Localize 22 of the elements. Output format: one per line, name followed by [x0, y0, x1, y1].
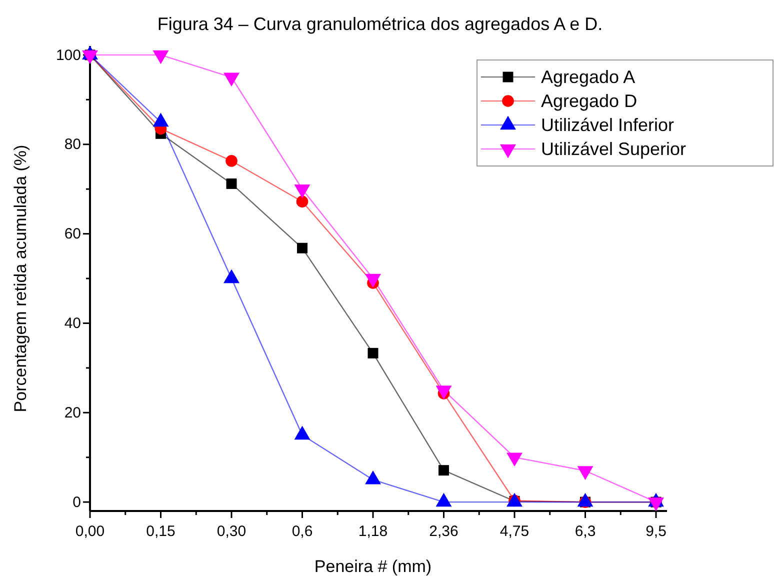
x-tick-label: 4,75	[500, 523, 530, 540]
x-tick-label: 0,30	[216, 523, 246, 540]
x-tick-label: 0,15	[146, 523, 176, 540]
y-tick-label: 20	[64, 404, 81, 422]
y-tick-label: 100	[56, 46, 81, 64]
x-tick-label: 0,00	[75, 523, 105, 540]
x-tick-label: 1,18	[358, 523, 388, 540]
x-tick-label: 0,6	[292, 523, 313, 540]
y-tick-label: 0	[72, 494, 81, 511]
x-tick-label: 2,36	[429, 523, 458, 540]
legend-label: Utilizável Superior	[541, 139, 686, 159]
y-axis-title: Porcentagem retida acumulada (%)	[11, 144, 30, 412]
legend-label: Agregado D	[541, 91, 638, 111]
y-tick-label: 60	[64, 226, 81, 243]
legend-label: Agregado A	[541, 67, 636, 87]
x-tick-label: 9,5	[646, 523, 666, 540]
x-tick-label: 6,3	[574, 523, 596, 540]
x-axis-title: Peneira # (mm)	[314, 557, 432, 576]
y-tick-label: 40	[64, 315, 81, 332]
chart-title: Figura 34 – Curva granulométrica dos agregados A e D.	[157, 14, 603, 34]
y-tick-label: 80	[64, 136, 81, 154]
legend-label: Utilizável Inferior	[541, 115, 674, 135]
